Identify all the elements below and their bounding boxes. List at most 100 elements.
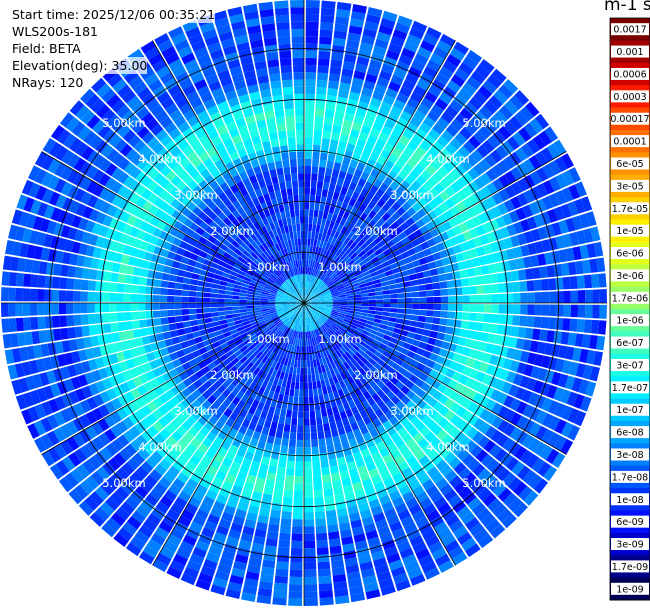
data-bin	[293, 72, 304, 80]
data-bin	[318, 174, 325, 182]
data-bin	[274, 583, 288, 591]
data-bin	[290, 159, 297, 167]
data-bin	[382, 316, 390, 321]
data-bin	[411, 286, 419, 292]
data-bin	[81, 280, 89, 291]
data-bin	[436, 332, 445, 340]
data-bin	[319, 395, 325, 403]
data-bin	[218, 290, 226, 295]
data-bin	[314, 497, 324, 505]
data-bin	[304, 570, 317, 578]
data-bin	[82, 268, 91, 279]
data-bin	[308, 382, 312, 390]
data-bin	[273, 183, 280, 191]
data-bin	[268, 301, 275, 303]
data-bin	[96, 324, 104, 334]
data-bin	[309, 217, 313, 225]
data-bin	[600, 289, 608, 303]
data-bin	[276, 561, 289, 569]
data-bin	[210, 293, 218, 298]
data-bin	[205, 323, 213, 329]
data-bin	[468, 277, 476, 286]
data-bin	[419, 310, 427, 316]
data-bin	[513, 293, 520, 303]
data-bin	[289, 203, 294, 211]
data-bin	[293, 188, 299, 196]
data-bin	[563, 277, 571, 290]
data-bin	[191, 326, 199, 333]
data-bin	[109, 303, 116, 312]
data-bin	[175, 316, 183, 323]
data-bin	[96, 270, 104, 280]
data-bin	[276, 168, 283, 176]
data-bin	[276, 22, 289, 30]
data-bin	[317, 73, 328, 81]
data-bin	[321, 467, 330, 475]
data-bin	[304, 462, 312, 469]
data-bin	[277, 423, 284, 431]
data-bin	[304, 447, 311, 454]
data-bin	[299, 253, 302, 260]
data-bin	[177, 269, 185, 276]
data-bin	[578, 290, 586, 303]
data-bin	[265, 545, 277, 554]
data-bin	[162, 273, 170, 281]
data-bin	[304, 555, 316, 563]
data-bin	[267, 435, 275, 444]
data-bin	[584, 275, 592, 289]
data-bin	[548, 317, 556, 329]
data-bin	[598, 273, 606, 287]
data-bin	[181, 303, 188, 309]
data-bin	[217, 299, 224, 303]
data-bin	[591, 320, 599, 334]
data-bin	[304, 505, 314, 512]
data-bin	[311, 181, 317, 189]
data-bin	[511, 271, 519, 282]
data-bin	[316, 87, 326, 95]
data-bin	[317, 80, 328, 88]
data-bin	[275, 161, 283, 169]
data-bin	[131, 312, 139, 320]
data-bin	[286, 468, 294, 476]
data-bin	[554, 264, 563, 277]
data-bin	[294, 490, 303, 498]
data-bin	[272, 415, 279, 423]
data-bin	[547, 265, 556, 277]
data-bin	[368, 292, 376, 296]
data-bin	[304, 426, 310, 433]
data-bin	[268, 125, 277, 133]
data-bin	[328, 531, 340, 540]
data-bin	[325, 503, 335, 511]
data-bin	[482, 275, 490, 284]
data-bin	[218, 294, 226, 298]
data-bin	[168, 317, 176, 324]
data-bin	[289, 584, 302, 592]
data-bin	[304, 599, 318, 607]
data-bin	[290, 432, 297, 440]
data-bin	[59, 290, 67, 301]
data-bin	[477, 295, 484, 303]
data-bin	[323, 481, 332, 489]
data-bin	[273, 444, 281, 452]
data-bin	[328, 154, 336, 162]
data-bin	[306, 346, 309, 353]
data-bin	[324, 488, 334, 496]
data-bin	[283, 497, 293, 505]
data-bin	[296, 217, 300, 225]
data-bin	[306, 51, 318, 59]
data-bin	[288, 137, 296, 145]
data-bin	[232, 310, 240, 314]
data-bin	[176, 322, 184, 329]
data-bin	[225, 291, 233, 295]
data-bin	[279, 533, 290, 541]
data-bin	[323, 124, 332, 132]
data-bin	[539, 266, 548, 278]
data-bin	[277, 467, 286, 475]
data-bin	[280, 58, 292, 66]
data-bin	[182, 290, 190, 296]
data-bin	[447, 280, 455, 288]
data-bin	[73, 291, 81, 302]
data-bin	[88, 280, 96, 290]
data-bin	[317, 218, 322, 226]
data-bin	[306, 36, 318, 44]
